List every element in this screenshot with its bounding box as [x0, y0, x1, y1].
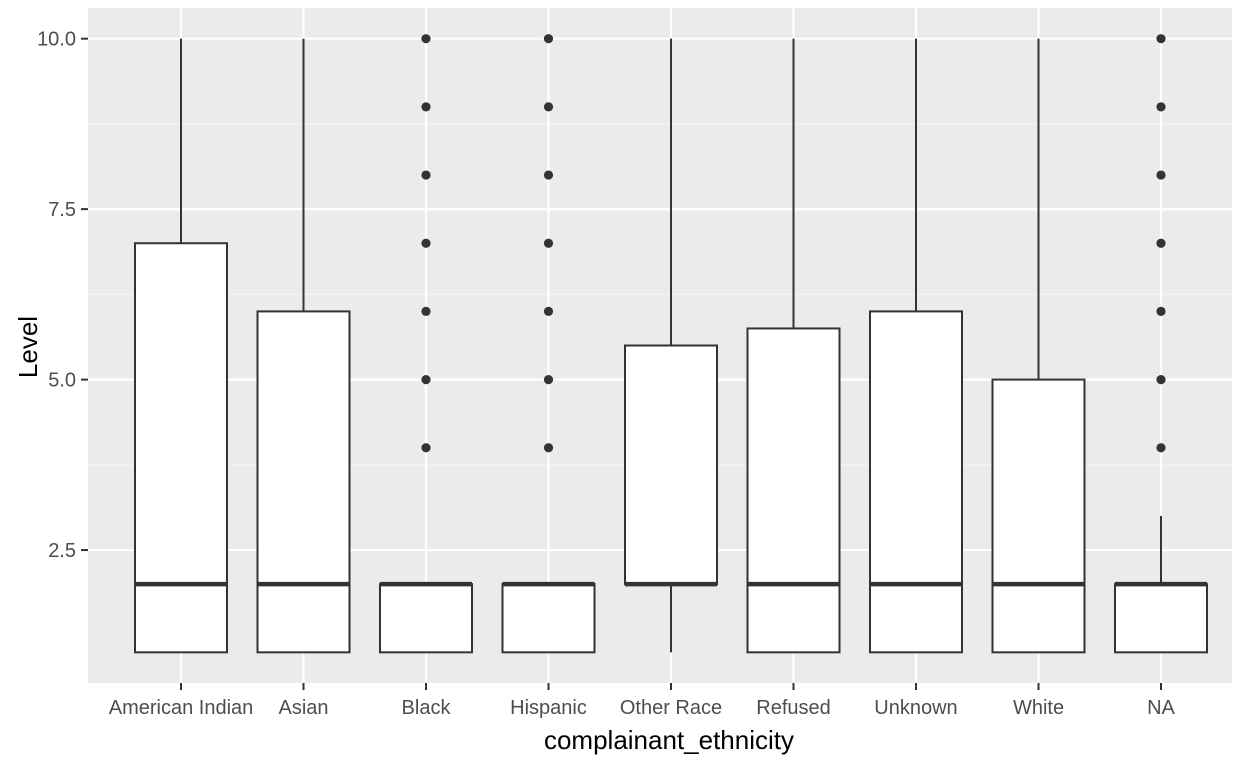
y-tick-label: 2.5: [48, 540, 76, 562]
x-tick-label: Black: [402, 697, 452, 719]
boxes-layer: [134, 34, 1208, 654]
x-tick-label: Unknown: [874, 697, 957, 719]
outlier-point: [1156, 306, 1166, 317]
outlier-point: [543, 374, 554, 385]
outlier-point: [1156, 102, 1166, 112]
outlier-point: [1156, 374, 1166, 385]
outlier-point: [1156, 170, 1166, 180]
outlier-point: [543, 443, 554, 453]
outlier-point: [543, 34, 554, 44]
x-axis: American Indian Asian Black Hispanic Other R…: [109, 683, 1176, 719]
box-white: [991, 38, 1086, 654]
box-asian: [256, 38, 351, 654]
box-body: [746, 327, 841, 654]
box-body: [624, 344, 718, 586]
y-tick-label: 5.0: [48, 370, 76, 392]
x-tick-label: Asian: [278, 697, 328, 719]
box-american-indian: [134, 38, 228, 654]
outlier-point: [1156, 238, 1166, 248]
box-refused: [746, 38, 841, 654]
outlier-point: [543, 102, 554, 112]
x-tick-label: White: [1013, 697, 1064, 719]
x-tick-label: Other Race: [620, 697, 722, 719]
outlier-point: [1156, 443, 1166, 453]
box-body: [379, 583, 473, 654]
box-other-race: [624, 38, 718, 653]
outlier-point: [421, 306, 431, 317]
box-body: [134, 242, 228, 654]
y-axis: 2.5 5.0 7.5 10.0: [37, 29, 88, 562]
outlier-point: [1156, 34, 1166, 44]
y-axis-title: Level: [13, 316, 43, 378]
box-na: [1114, 34, 1208, 654]
outlier-point: [421, 374, 431, 385]
box-unknown: [869, 38, 963, 654]
x-tick-label: Hispanic: [510, 697, 587, 719]
outlier-point: [543, 306, 554, 317]
x-axis-title: complainant_ethnicity: [544, 725, 794, 755]
box-black: [379, 34, 473, 654]
box-hispanic: [501, 34, 596, 654]
outlier-point: [421, 443, 431, 453]
outlier-point: [421, 170, 431, 180]
outlier-point: [543, 170, 554, 180]
x-tick-label: American Indian: [109, 697, 254, 719]
outlier-point: [421, 102, 431, 112]
outlier-point: [421, 238, 431, 248]
box-body: [991, 378, 1086, 654]
outlier-point: [421, 34, 431, 44]
box-body: [869, 310, 963, 654]
box-body: [501, 583, 596, 654]
box-body: [1114, 583, 1208, 654]
x-tick-label: Refused: [756, 697, 831, 719]
box-body: [256, 310, 351, 654]
x-tick-label: NA: [1147, 697, 1175, 719]
y-tick-label: 10.0: [37, 29, 76, 51]
outlier-point: [543, 238, 554, 248]
y-tick-label: 7.5: [48, 199, 76, 221]
